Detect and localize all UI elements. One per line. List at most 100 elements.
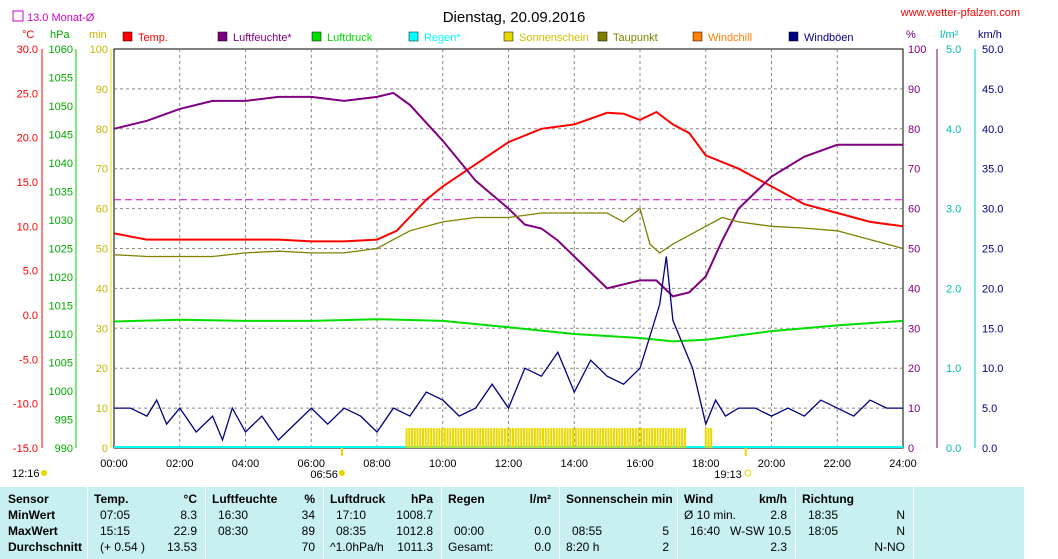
dir-avg-value: N-NO (874, 540, 905, 554)
sunshine-bar (424, 428, 427, 448)
sunshine-bar (585, 428, 588, 448)
sunshine-bar (449, 428, 452, 448)
stats-press-col: Luftdruck hPa 17:10 1008.7 08:35 1012.8 ^1.… (324, 487, 442, 559)
hum-unit: % (304, 492, 315, 506)
sunshine-bar (612, 428, 615, 448)
temp-tick: 20.0 (17, 133, 38, 145)
sun-header: Sonnenschein min (566, 492, 673, 506)
sunshine-bar (443, 428, 446, 448)
temp-header: Temp. (94, 492, 129, 506)
minutes-tick: 0 (102, 443, 108, 455)
pressure-tick: 1010 (49, 329, 73, 341)
stats-sun-col: Sonnenschein min 08:55 5 8:20 h 2 (560, 487, 678, 559)
wind-tick: 50.0 (982, 44, 1003, 56)
sunshine-bar (479, 428, 482, 448)
pressure-tick: 1045 (49, 130, 73, 142)
wind-mean-value: 2.3 (770, 540, 787, 554)
sunshine-bar (634, 428, 637, 448)
hum-min-value: 34 (301, 508, 315, 522)
legend-label: Luftfeuchte* (233, 32, 292, 44)
sunshine-bar (446, 428, 449, 448)
sunshine-bar (626, 428, 629, 448)
hum-avg-value: 70 (301, 540, 315, 554)
pressure-tick: 1060 (49, 44, 73, 56)
legend-swatch (311, 31, 322, 42)
stats-hum-col: Luftfeuchte% 16:30 34 08:30 89 70 (206, 487, 324, 559)
stats-rain-col: Regen l/m² 00:00 0.0 Gesamt: 0.0 (442, 487, 560, 559)
press-max-time: 08:35 (336, 524, 367, 538)
legend-label: Taupunkt (613, 32, 658, 44)
sunshine-bar (408, 428, 411, 448)
temp-tick: 5.0 (23, 266, 38, 278)
sunshine-bar (539, 428, 542, 448)
pct-unit-label: % (906, 29, 916, 41)
series-luftfeuchte (113, 91, 903, 298)
pressure-tick: 1020 (49, 272, 73, 284)
minutes-tick: 50 (96, 244, 108, 256)
sunshine-bar (637, 428, 640, 448)
pressure-tick: 1005 (49, 358, 73, 370)
pct-tick: 10 (908, 403, 920, 415)
wind-max-detail: 16:40 W-SW 10.5 (690, 524, 792, 538)
sunshine-bar (632, 428, 635, 448)
dir-max-value: N (896, 524, 905, 538)
stats-table: Sensor MinWert MaxWert Durchschnitt Temp… (0, 487, 1024, 559)
sunshine-bar (536, 428, 539, 448)
chart-title: Dienstag, 20.09.2016 (443, 9, 586, 26)
sunshine-bar (520, 428, 523, 448)
time-tick: 12:00 (495, 458, 523, 470)
sunshine-bar (599, 428, 602, 448)
sunset-label: 19:13 (714, 469, 742, 481)
pressure-tick: 1040 (49, 158, 73, 170)
sunshine-bar (531, 428, 534, 448)
sunshine-bar (501, 428, 504, 448)
time-tick: 10:00 (429, 458, 457, 470)
sunrise-label: 06:56 (310, 469, 338, 481)
press-min-time: 17:10 (336, 508, 367, 522)
sunshine-bar (522, 428, 525, 448)
wind-header: Wind (684, 492, 714, 506)
marker-left-dot (41, 470, 47, 476)
temp-tick: 0.0 (23, 310, 38, 322)
wind-avg-value: 2.8 (770, 508, 787, 522)
pressure-tick: 1035 (49, 187, 73, 199)
wind-tick: 35.0 (982, 164, 1003, 176)
sunshine-bar (659, 428, 662, 448)
time-tick: 20:00 (758, 458, 786, 470)
stats-wind-col: Wind km/h Ø 10 min. 2.8 16:40 W-SW 10.5 2.… (678, 487, 796, 559)
wind-tick: 20.0 (982, 283, 1003, 295)
sunshine-bar (441, 428, 444, 448)
dir-min-value: N (896, 508, 905, 522)
time-tick: 14:00 (560, 458, 588, 470)
pct-tick: 50 (908, 244, 920, 256)
rain-total-value: 0.0 (534, 540, 551, 554)
sunshine-bar (525, 428, 528, 448)
hum-header: Luftfeuchte (212, 492, 278, 506)
minutes-tick: 100 (90, 44, 108, 56)
time-tick: 08:00 (363, 458, 391, 470)
press-min-value: 1008.7 (396, 508, 433, 522)
sunshine-bar (492, 428, 495, 448)
sun-avg-value: 2 (662, 540, 669, 554)
sunshine-bar (648, 428, 651, 448)
sunshine-bar (419, 428, 422, 448)
temp-tick: -15.0 (13, 443, 38, 455)
dir-min-time: 18:35 (808, 508, 839, 522)
sunshine-bar (460, 428, 463, 448)
stats-temp-col: Temp. °C 07:05 8.3 15:15 22.9 (+ 0.54 ) 13.5… (88, 487, 206, 559)
wind-avg-label: Ø 10 min. (684, 508, 737, 522)
sunshine-bar (561, 428, 564, 448)
sunshine-bar (503, 428, 506, 448)
time-tick: 02:00 (166, 458, 194, 470)
minutes-tick: 80 (96, 124, 108, 136)
press-max-value: 1012.8 (396, 524, 433, 538)
pct-tick: 40 (908, 283, 920, 295)
sunshine-bar (473, 428, 476, 448)
legend-swatch (122, 31, 133, 42)
temp-tick: 10.0 (17, 221, 38, 233)
wind-unit-label: km/h (978, 29, 1002, 41)
wind-unit: km/h (758, 492, 787, 506)
sunshine-bar (471, 428, 474, 448)
legend-swatch (597, 31, 608, 42)
sunshine-bar (588, 428, 591, 448)
